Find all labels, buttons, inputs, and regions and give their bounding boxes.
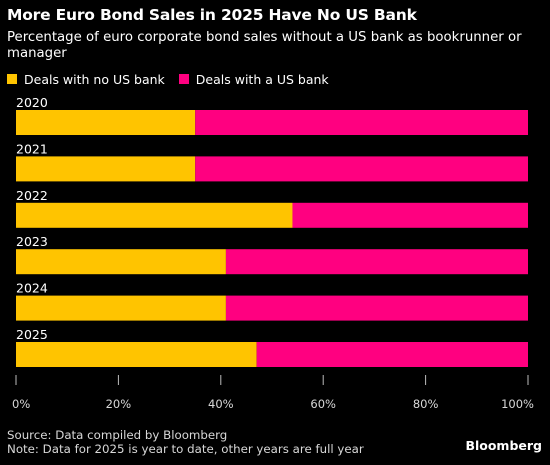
category-label-2021: 2021	[16, 141, 48, 156]
bar-2023-us-bank	[225, 249, 529, 275]
category-label-2020: 2020	[16, 95, 48, 110]
legend-label-no-us-bank: Deals with no US bank	[24, 71, 165, 87]
legend-swatch-no-us-bank	[7, 74, 17, 84]
bar-2021-us-bank	[195, 156, 528, 182]
chart-legend: Deals with no US bank Deals with a US ba…	[7, 71, 343, 87]
x-tick-label-40: 40%	[208, 397, 234, 411]
bar-2020-no-us-bank	[16, 110, 196, 135]
x-tick-label-60: 60%	[310, 397, 336, 411]
x-tick-label-80: 80%	[413, 397, 439, 411]
chart-subtitle: Percentage of euro corporate bond sales …	[7, 30, 522, 61]
bar-2022-no-us-bank	[16, 202, 293, 228]
bar-2024-us-bank	[225, 295, 529, 321]
x-tick-label-20: 20%	[106, 397, 132, 411]
bar-2025-us-bank	[256, 342, 528, 367]
category-label-2024: 2024	[16, 281, 48, 296]
legend-swatch-us-bank	[178, 74, 189, 84]
x-tick-label-0: 0%	[12, 397, 30, 411]
bar-2022-us-bank	[292, 202, 528, 228]
bar-2021-no-us-bank	[16, 156, 196, 182]
data-note: Note: Data for 2025 is year to date, oth…	[7, 442, 364, 456]
chart-footer: Source: Data compiled by Bloomberg Note:…	[7, 428, 364, 456]
bloomberg-logo: Bloomberg	[465, 438, 542, 453]
x-tick-label-100: 100%	[501, 397, 534, 411]
chart-title: More Euro Bond Sales in 2025 Have No US …	[7, 6, 417, 24]
legend-label-us-bank: Deals with a US bank	[195, 71, 329, 87]
bar-2024-no-us-bank	[16, 295, 226, 321]
source-note: Source: Data compiled by Bloomberg	[7, 428, 228, 442]
bar-2020-us-bank	[195, 110, 528, 135]
bar-2023-no-us-bank	[16, 249, 226, 275]
category-label-2023: 2023	[16, 234, 48, 249]
category-label-2022: 2022	[16, 188, 48, 203]
bar-2025-no-us-bank	[16, 342, 257, 367]
legend-item-no-us-bank: Deals with no US bank	[7, 72, 165, 87]
legend-item-us-bank: Deals with a US bank	[178, 71, 329, 87]
category-label-2025: 2025	[16, 327, 48, 342]
